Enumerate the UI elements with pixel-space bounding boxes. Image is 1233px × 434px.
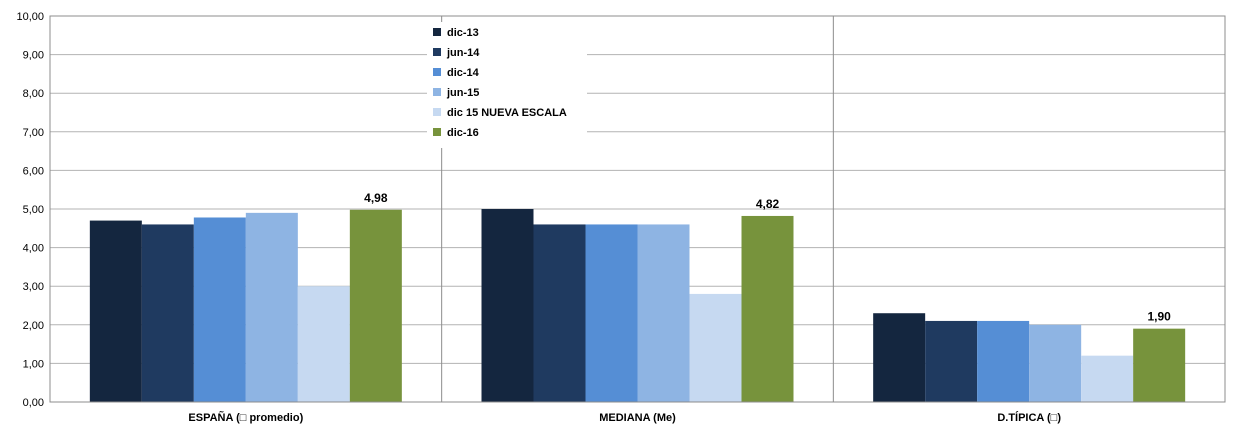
bar xyxy=(637,224,690,402)
legend-background xyxy=(427,22,587,148)
y-tick-label: 2,00 xyxy=(23,320,44,332)
category-label: D.TÍPICA (□) xyxy=(997,411,1061,424)
y-tick-label: 9,00 xyxy=(23,50,44,62)
y-tick-label: 10,00 xyxy=(16,11,44,23)
y-tick-label: 7,00 xyxy=(23,127,44,139)
y-tick-label: 8,00 xyxy=(23,88,44,100)
bar xyxy=(741,215,794,402)
bar xyxy=(481,209,534,402)
bars xyxy=(89,209,1186,402)
legend-swatch xyxy=(433,48,441,56)
legend-entry: dic-16 xyxy=(447,127,479,139)
bar xyxy=(193,217,246,402)
legend-swatch xyxy=(433,128,441,136)
bar xyxy=(585,224,638,402)
bar xyxy=(925,320,978,402)
legend-entry: jun-15 xyxy=(446,87,479,99)
legend-entry: dic-14 xyxy=(447,67,480,79)
y-tick-label: 3,00 xyxy=(23,281,44,293)
data-label: 4,82 xyxy=(756,197,780,211)
axes xyxy=(49,15,1226,403)
legend-entry: dic-13 xyxy=(447,27,479,39)
bar xyxy=(977,320,1030,402)
bar xyxy=(533,224,586,402)
y-axis-tick-labels: 0,00 1,00 2,00 3,00 4,00 5,00 6,00 7,00 8,00 9,00… xyxy=(16,11,44,409)
category-label: MEDIANA (Me) xyxy=(599,412,676,424)
data-label: 4,98 xyxy=(364,191,388,205)
bar xyxy=(245,212,298,402)
y-tick-label: 1,00 xyxy=(23,358,44,370)
legend-swatch xyxy=(433,28,441,36)
bar xyxy=(1133,328,1186,402)
plot-frame xyxy=(49,15,1226,403)
bar xyxy=(349,209,402,402)
bar xyxy=(89,220,142,402)
category-labels: ESPAÑA (□ promedio) MEDIANA (Me) D.TÍPICA … xyxy=(188,411,1061,424)
y-tick-label: 6,00 xyxy=(23,165,44,177)
legend-entry: dic 15 NUEVA ESCALA xyxy=(447,107,567,119)
legend: dic-13 jun-14 dic-14 jun-15 dic 15 NUEVA ESC… xyxy=(427,22,587,148)
y-tick-label: 5,00 xyxy=(23,204,44,216)
legend-entry: jun-14 xyxy=(446,47,480,59)
legend-swatch xyxy=(433,88,441,96)
data-labels: 4,98 4,82 1,90 xyxy=(364,191,1171,324)
bar xyxy=(141,224,194,402)
category-label: ESPAÑA (□ promedio) xyxy=(188,411,303,424)
bar xyxy=(873,313,926,402)
y-tick-label: 0,00 xyxy=(23,397,44,409)
bar xyxy=(689,293,742,402)
data-label: 1,90 xyxy=(1147,310,1171,324)
bar xyxy=(297,286,350,402)
bar xyxy=(1081,355,1134,402)
legend-swatch xyxy=(433,68,441,76)
y-tick-label: 4,00 xyxy=(23,243,44,255)
legend-swatch xyxy=(433,108,441,116)
bar xyxy=(1029,324,1082,402)
